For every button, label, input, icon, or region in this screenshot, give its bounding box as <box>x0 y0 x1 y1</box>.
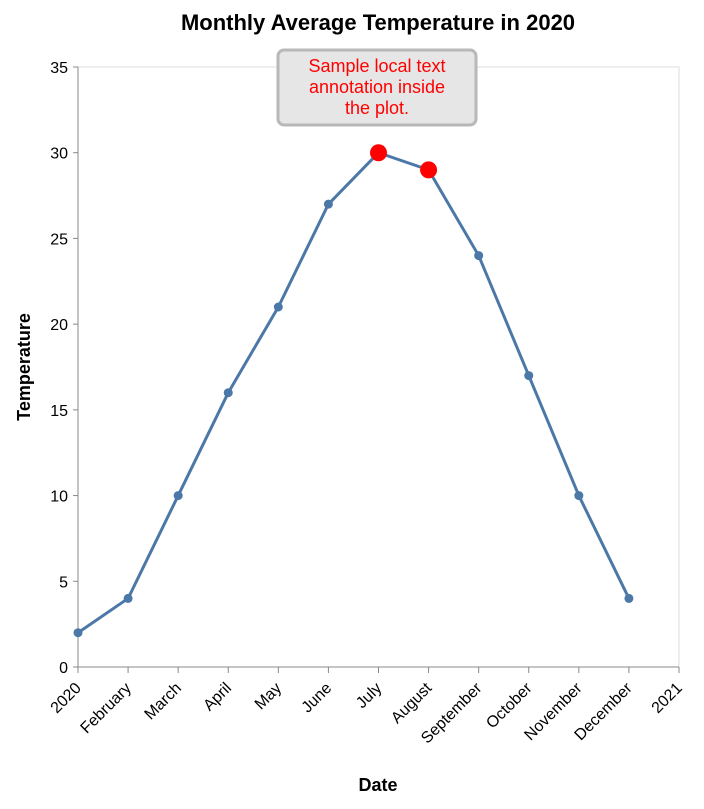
x-axis-title: Date <box>358 775 397 795</box>
x-tick-label: March <box>142 680 185 723</box>
y-tick-label: 15 <box>50 403 68 420</box>
y-tick-label: 20 <box>50 317 68 334</box>
y-tick-label: 10 <box>50 489 68 506</box>
data-point <box>223 388 233 398</box>
x-tick-label: June <box>299 680 336 717</box>
y-tick-label: 30 <box>50 146 68 163</box>
x-tick-label: July <box>353 680 385 712</box>
annotation-text-line: the plot. <box>345 98 409 118</box>
y-tick-label: 25 <box>50 231 68 248</box>
data-point <box>123 593 133 603</box>
x-tick-label: 2020 <box>48 680 85 717</box>
x-tick-label: August <box>388 679 436 727</box>
y-tick-label: 0 <box>59 660 68 677</box>
annotation-text-line: annotation inside <box>309 77 445 97</box>
data-point <box>173 491 183 501</box>
data-point <box>574 491 584 501</box>
y-tick-label: 35 <box>50 60 68 77</box>
chart-title: Monthly Average Temperature in 2020 <box>181 10 575 35</box>
data-point <box>273 302 283 312</box>
data-point <box>73 628 83 638</box>
series-layer <box>73 144 634 638</box>
data-point <box>524 371 534 381</box>
x-tick-label: February <box>78 680 135 737</box>
data-point <box>624 593 634 603</box>
data-point <box>474 251 484 261</box>
annotation-text-line: Sample local text <box>308 56 445 76</box>
x-tick-label: 2021 <box>649 680 686 717</box>
annotation-box <box>276 48 478 127</box>
y-axis-title: Temperature <box>14 313 34 421</box>
series-line <box>76 151 631 635</box>
data-point <box>323 199 333 209</box>
highlighted-point <box>420 161 438 179</box>
highlighted-point <box>370 144 387 162</box>
x-tick-label: April <box>200 680 235 715</box>
y-axis: 0 5 10 15 20 25 30 35 <box>50 60 79 677</box>
x-tick-label: May <box>252 680 285 713</box>
y-tick-label: 5 <box>59 574 68 591</box>
